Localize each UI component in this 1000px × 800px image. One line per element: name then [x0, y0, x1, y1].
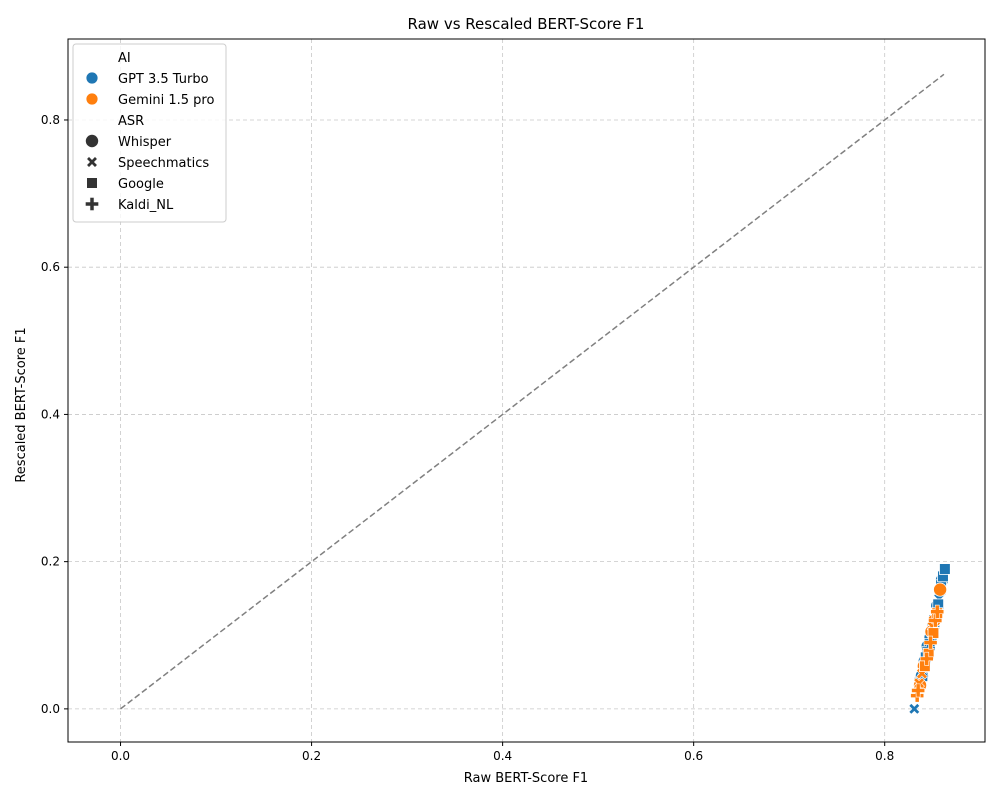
- legend-title-ai: AI: [118, 51, 131, 66]
- x-tick-label: 0.4: [493, 749, 512, 763]
- legend-label: Kaldi_NL: [118, 198, 174, 213]
- series-gemini-1-5-pro-kaldi-nl: [910, 604, 945, 703]
- legend-marker-gemini-1-5-pro: [85, 92, 99, 106]
- y-tick-label: 0.6: [41, 260, 60, 274]
- legend-box: [72, 43, 227, 223]
- data-point: [933, 582, 948, 597]
- data-point: [930, 604, 945, 619]
- legend-marker-kaldi-nl: [85, 197, 99, 211]
- axes-frame: [67, 38, 986, 743]
- data-point: [911, 683, 926, 698]
- legend-marker-google: [86, 177, 98, 189]
- legend-label: Google: [118, 177, 164, 192]
- x-tick-label: 0.6: [684, 749, 703, 763]
- legend-title-asr: ASR: [118, 114, 144, 129]
- y-axis-label: Rescaled BERT-Score F1: [14, 327, 29, 482]
- x-tick-label: 0.0: [111, 749, 130, 763]
- y-tick-label: 0.2: [41, 555, 60, 569]
- data-point: [939, 563, 951, 575]
- y-tick-label: 0.8: [41, 113, 60, 127]
- x-axis-label: Raw BERT-Score F1: [464, 771, 588, 786]
- legend-label: GPT 3.5 Turbo: [118, 72, 209, 87]
- data-point: [923, 635, 938, 650]
- legend-label: Whisper: [118, 135, 172, 150]
- data-point: [927, 627, 940, 639]
- legend-marker-speechmatics: [86, 156, 98, 168]
- y-tick-label: 0.0: [41, 702, 60, 716]
- legend-label: Gemini 1.5 pro: [118, 93, 214, 108]
- legend-label: Speechmatics: [118, 156, 209, 171]
- legend-marker-whisper: [85, 133, 100, 148]
- legend-marker-gpt-3-5-turbo: [85, 71, 99, 85]
- chart-title: Raw vs Rescaled BERT-Score F1: [408, 15, 645, 33]
- legend: AI GPT 3.5 Turbo Gemini 1.5 pro ASR Whisper S…: [72, 43, 227, 223]
- x-tick-label: 0.8: [875, 749, 894, 763]
- data-point: [919, 651, 934, 666]
- x-tick-label: 0.2: [302, 749, 321, 763]
- data-point: [908, 703, 921, 715]
- reference-line: [120, 73, 945, 710]
- y-tick-label: 0.4: [41, 407, 60, 421]
- plot-area: [68, 39, 985, 742]
